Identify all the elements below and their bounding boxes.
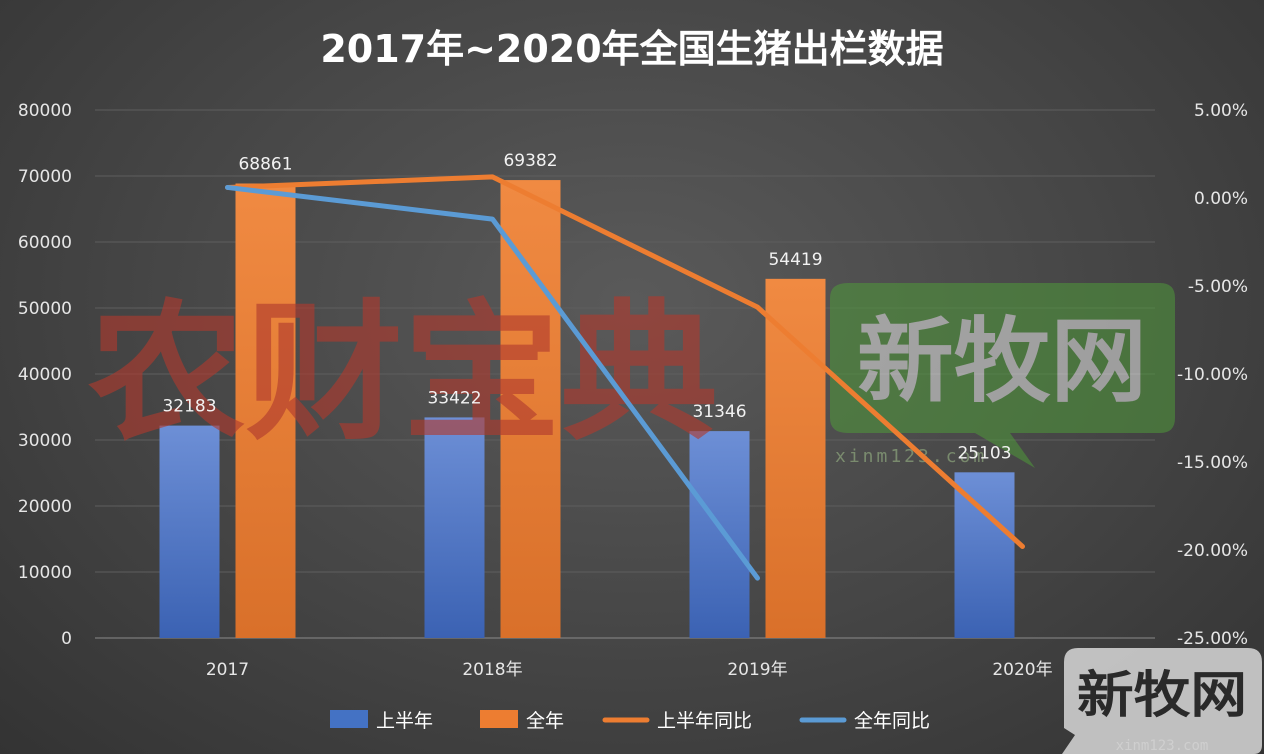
bar-h1-3: [954, 472, 1015, 638]
y-right-tick-label: 5.00%: [1194, 101, 1248, 121]
bar-full-0: [235, 183, 296, 638]
y-left-tick-label: 80000: [18, 101, 72, 121]
y-left-tick-label: 0: [61, 629, 72, 649]
y-axis-right: -25.00% -20.00% -15.00% -10.00% -5.00% 0.00% 5…: [1177, 101, 1248, 649]
data-label: 25103: [957, 443, 1011, 463]
y-right-tick-label: -25.00%: [1177, 629, 1248, 649]
data-labels: 32183 33422 31346 25103 68861 69382 54419: [162, 151, 1011, 463]
x-tick-label: 2020年: [992, 660, 1052, 680]
line-series-3: [225, 184, 760, 581]
y-right-tick-label: 0.00%: [1194, 189, 1248, 209]
data-label: 54419: [768, 250, 822, 270]
corner-bubble: [1062, 648, 1262, 754]
y-right-tick-label: -10.00%: [1177, 365, 1248, 385]
x-tick-label: 2017: [206, 660, 249, 680]
chart-title: 2017年~2020年全国生猪出栏数据: [320, 27, 943, 71]
watermark-brand-url: xinm123.com: [835, 446, 987, 467]
corner-watermark-text: 新牧网: [1077, 666, 1247, 724]
watermark-main-text: 农财宝典: [88, 287, 718, 461]
legend-label: 全年同比: [854, 710, 930, 732]
bar-full-1: [500, 180, 561, 638]
brand-bubble: [830, 283, 1175, 468]
y-left-tick-label: 70000: [18, 167, 72, 187]
y-right-tick-label: -20.00%: [1177, 541, 1248, 561]
y-left-tick-label: 50000: [18, 299, 72, 319]
bar-full-2: [765, 278, 826, 638]
bar-h1-1: [424, 417, 485, 638]
bar-h1-0: [159, 425, 220, 638]
y-axis-left: 0 10000 20000 30000 40000 50000 60000 70000 8000…: [18, 101, 72, 649]
bars: [159, 180, 1015, 638]
x-axis: 2017 2018年 2019年 2020年: [206, 660, 1053, 680]
x-tick-label: 2018年: [462, 660, 522, 680]
bar-h1-2: [689, 431, 750, 638]
y-right-tick-label: -5.00%: [1188, 277, 1248, 297]
y-left-tick-label: 10000: [18, 563, 72, 583]
data-label: 32183: [162, 397, 216, 417]
legend-swatch-1: [480, 710, 518, 728]
y-right-tick-label: -15.00%: [1177, 453, 1248, 473]
data-label: 33422: [427, 388, 481, 408]
corner-watermark: 新牧网 xinm123.com: [1062, 648, 1262, 754]
data-label: 31346: [692, 402, 746, 422]
line-series-2: [225, 174, 1025, 549]
x-tick-label: 2019年: [727, 660, 787, 680]
corner-watermark-url: xinm123.com: [1116, 738, 1209, 754]
y-left-tick-label: 60000: [18, 233, 72, 253]
legend: 上半年 全年 上半年同比 全年同比: [330, 710, 930, 732]
y-left-tick-label: 20000: [18, 497, 72, 517]
watermark-main: 农财宝典: [88, 287, 718, 461]
watermark-brand: 新牧网 xinm123.com: [830, 283, 1175, 468]
y-left-tick-label: 30000: [18, 431, 72, 451]
legend-label: 上半年同比: [657, 710, 752, 732]
legend-label: 上半年: [376, 710, 433, 732]
legend-label: 全年: [526, 710, 564, 732]
data-label: 68861: [238, 155, 292, 175]
watermark-brand-text: 新牧网: [857, 308, 1147, 415]
y-left-tick-label: 40000: [18, 365, 72, 385]
data-label: 69382: [503, 151, 557, 171]
legend-swatch-0: [330, 710, 368, 728]
lines: [225, 174, 1025, 581]
